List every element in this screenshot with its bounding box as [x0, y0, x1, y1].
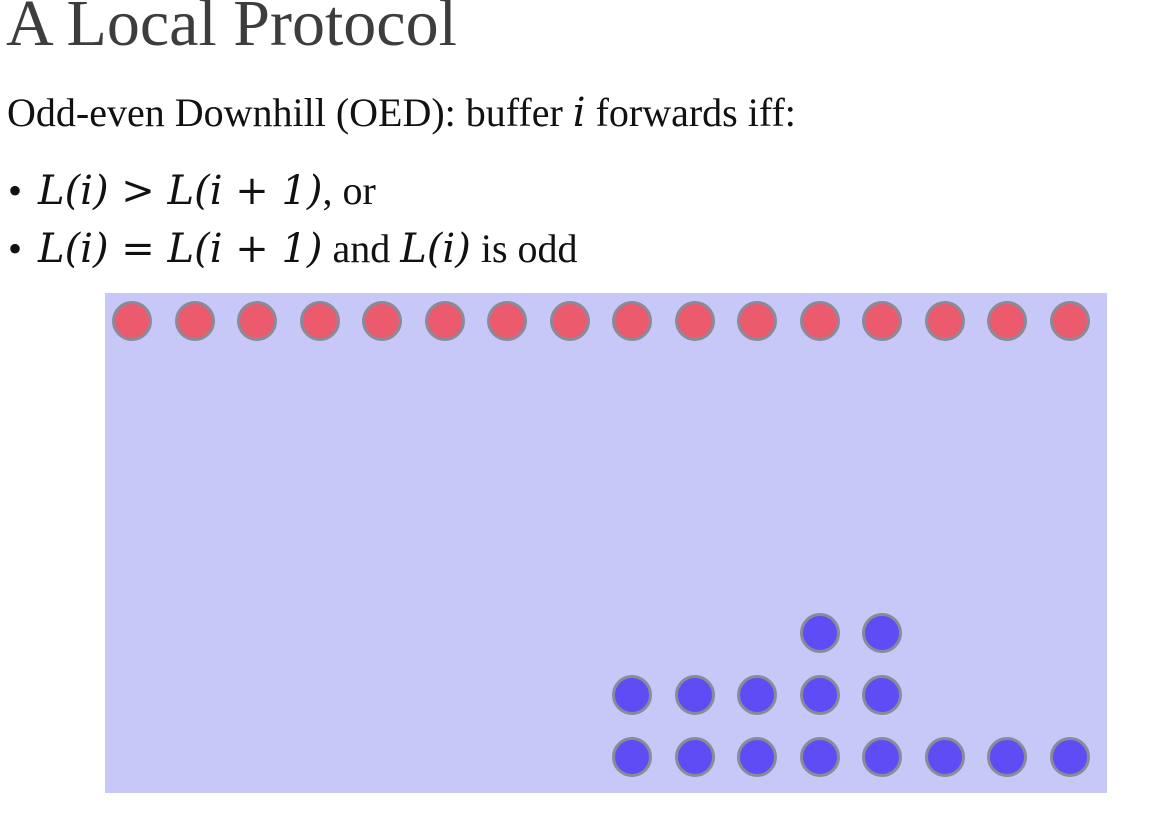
queued-packet [737, 675, 777, 715]
source-node [424, 301, 465, 341]
source-node [549, 301, 590, 341]
queued-packet [862, 613, 902, 653]
rule-list: • L(i) > L(i + 1), or • L(i) = L(i + 1) an… [8, 162, 578, 278]
rule-rhs: L(i + 1) [167, 168, 323, 214]
rule-item: • L(i) > L(i + 1), or [8, 162, 578, 220]
queued-packet [799, 613, 840, 653]
source-node [112, 301, 152, 341]
queued-packet [799, 737, 840, 777]
source-node [799, 301, 840, 341]
bullet-dot-icon: • [8, 168, 23, 213]
rule-operator: = [108, 226, 168, 272]
rule-lhs: L(i) [38, 168, 109, 214]
intro-text-after: forwards iff: [585, 90, 796, 135]
queued-packet [1049, 737, 1090, 777]
source-node [612, 301, 652, 341]
rule-middle: and [322, 226, 401, 271]
source-node [299, 301, 340, 341]
source-node [674, 301, 715, 341]
rule-suffix: , or [322, 168, 376, 213]
queued-packet [799, 675, 840, 715]
intro-variable: i [572, 90, 586, 136]
source-node [174, 301, 215, 341]
queued-packet [612, 737, 652, 777]
queued-packet [737, 737, 777, 777]
rule-lhs: L(i) [38, 226, 109, 272]
source-node [362, 301, 402, 341]
slide-title: A Local Protocol [6, 0, 457, 60]
source-node [987, 301, 1027, 341]
source-node [737, 301, 777, 341]
queued-packet [862, 675, 902, 715]
rule-rhs: L(i + 1) [167, 226, 323, 272]
rule-item: • L(i) = L(i + 1) and L(i) is odd [8, 220, 578, 278]
queued-packet [862, 737, 902, 777]
queued-packet [674, 675, 715, 715]
queued-packet [924, 737, 965, 777]
source-node [487, 301, 527, 341]
protocol-intro: Odd-even Downhill (OED): buffer i forwar… [7, 88, 796, 138]
queued-packet [674, 737, 715, 777]
source-node [237, 301, 277, 341]
rule-operator: > [108, 168, 168, 214]
queued-packet [987, 737, 1027, 777]
buffer-board [105, 293, 1107, 793]
queued-packet [612, 675, 652, 715]
rule-tail-math: L(i) [400, 226, 471, 272]
source-node [924, 301, 965, 341]
bullet-dot-icon: • [8, 226, 23, 271]
source-node [862, 301, 902, 341]
source-node [1049, 301, 1090, 341]
rule-tail: is odd [470, 226, 578, 271]
intro-text-before: Odd-even Downhill (OED): buffer [7, 90, 573, 135]
